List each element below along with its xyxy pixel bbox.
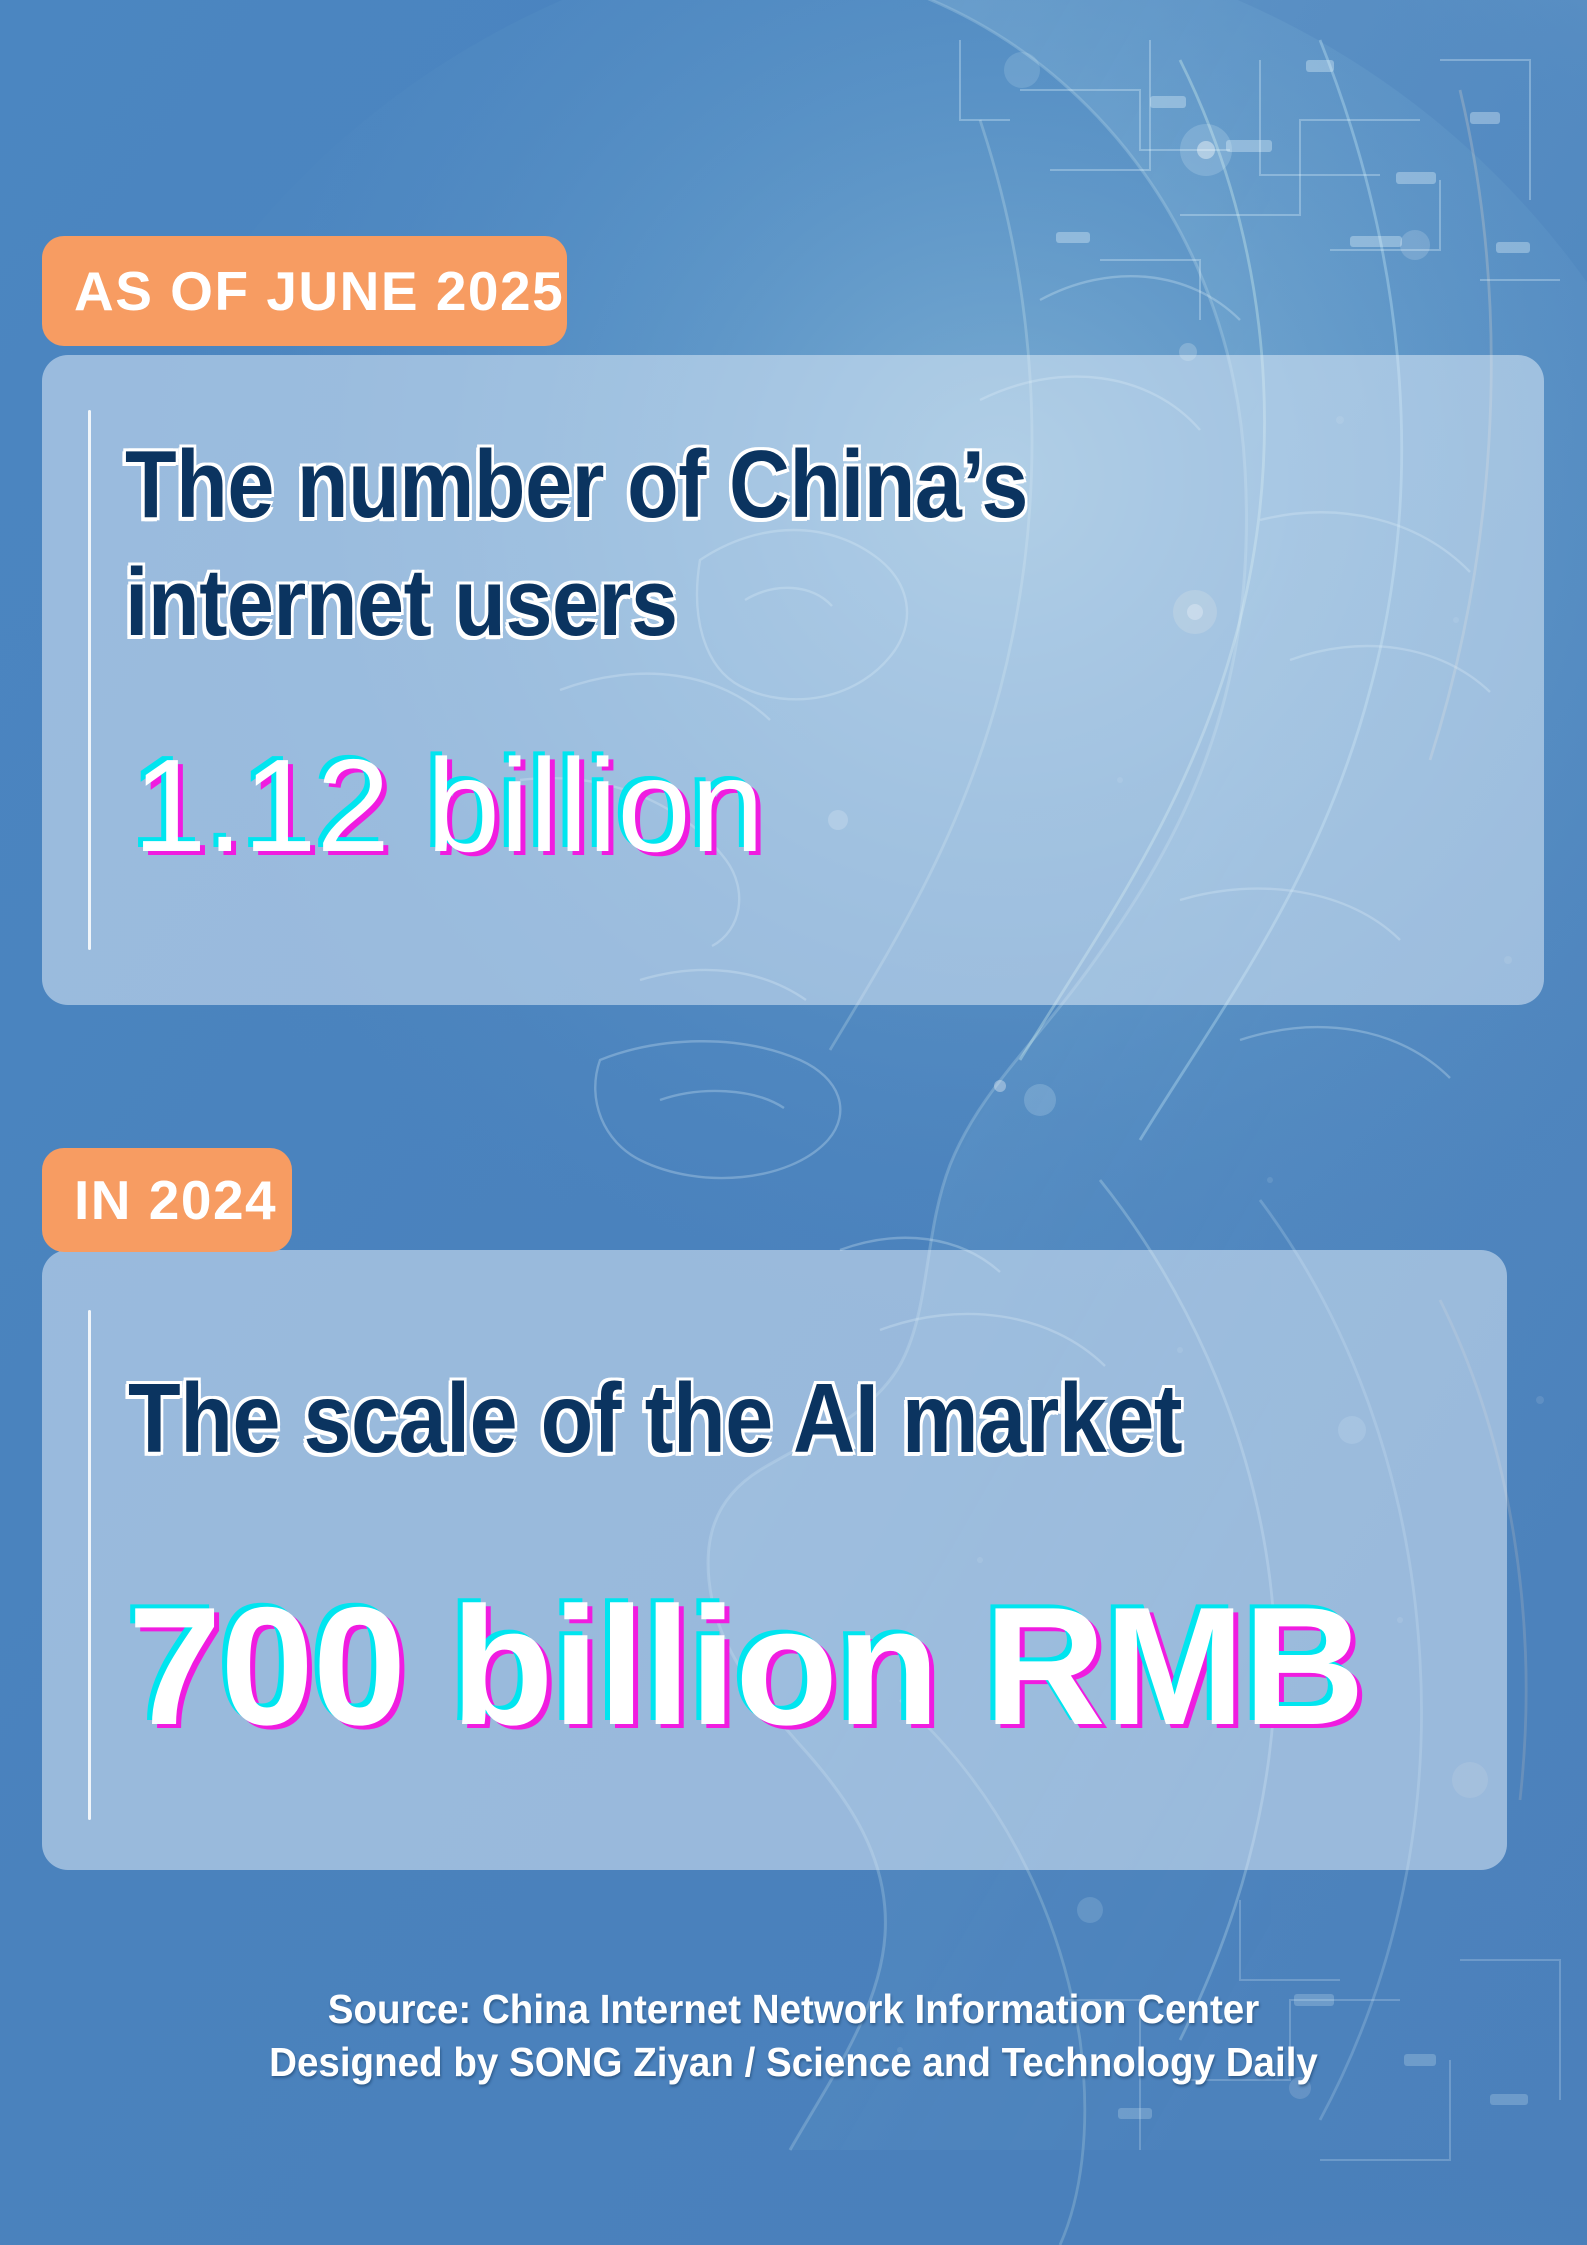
value-text: 1.12 billion: [133, 732, 765, 879]
value-ai-market: 700 billion RMB: [128, 1570, 1365, 1763]
headline-internet-users-line2: internet users: [125, 548, 678, 658]
footer-source: Source: China Internet Network Informati…: [327, 1986, 1260, 2032]
headline-text: The number of China’s: [125, 431, 1028, 538]
footer-credits: Source: China Internet Network Informati…: [0, 1983, 1587, 2090]
headline-internet-users-line1: The number of China’s: [125, 430, 1028, 540]
badge-label: IN 2024: [74, 1169, 278, 1231]
card-accent-rule: [88, 410, 91, 950]
card-accent-rule: [88, 1310, 91, 1820]
footer-designer: Designed by SONG Ziyan / Science and Tec…: [269, 2039, 1318, 2086]
value-text: 700 billion RMB: [128, 1572, 1365, 1760]
headline-ai-market: The scale of the AI market: [128, 1362, 1183, 1475]
badge-label: AS OF JUNE 2025: [74, 260, 565, 322]
stat-card-ai-market: [42, 1250, 1507, 1870]
headline-text: internet users: [125, 549, 678, 656]
stat-card-internet-users: [42, 355, 1544, 1005]
badge-as-of-june-2025: AS OF JUNE 2025: [42, 236, 567, 346]
headline-text: The scale of the AI market: [128, 1363, 1183, 1473]
badge-in-2024: IN 2024: [42, 1148, 292, 1252]
value-internet-users: 1.12 billion: [133, 730, 764, 881]
